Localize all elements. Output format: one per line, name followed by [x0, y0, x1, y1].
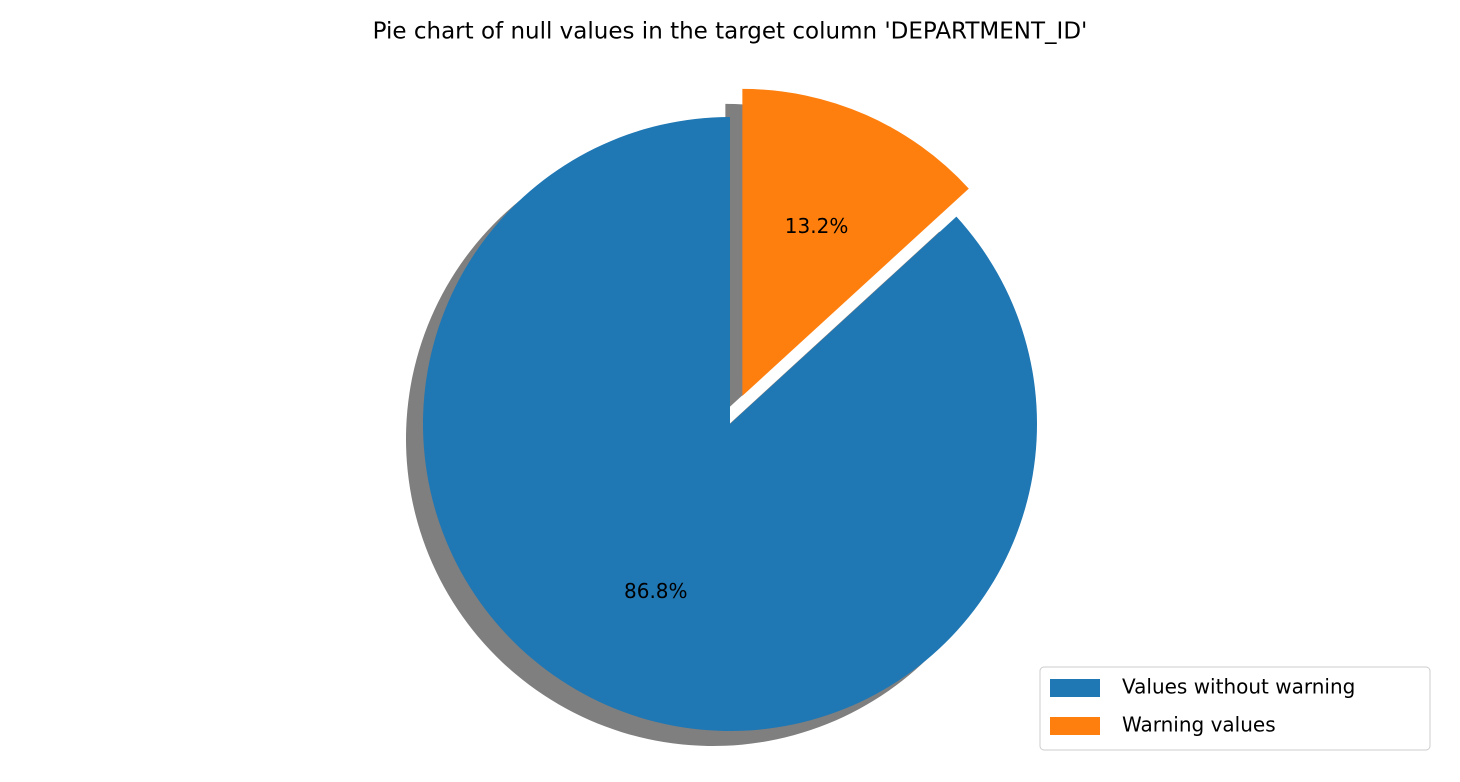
wedge	[423, 117, 1037, 731]
legend-box	[1039, 666, 1431, 751]
chart-title: Pie chart of null values in the target c…	[373, 19, 1088, 45]
legend-label: Values without warning	[1122, 675, 1355, 699]
legend: Values without warning Warning values	[1039, 666, 1431, 751]
value-label: 86.8%	[624, 579, 688, 603]
legend-label: Warning values	[1122, 713, 1276, 737]
legend-swatch	[1050, 679, 1100, 697]
value-label: 13.2%	[785, 214, 849, 238]
legend-swatch	[1050, 717, 1100, 735]
wedge	[742, 88, 969, 396]
